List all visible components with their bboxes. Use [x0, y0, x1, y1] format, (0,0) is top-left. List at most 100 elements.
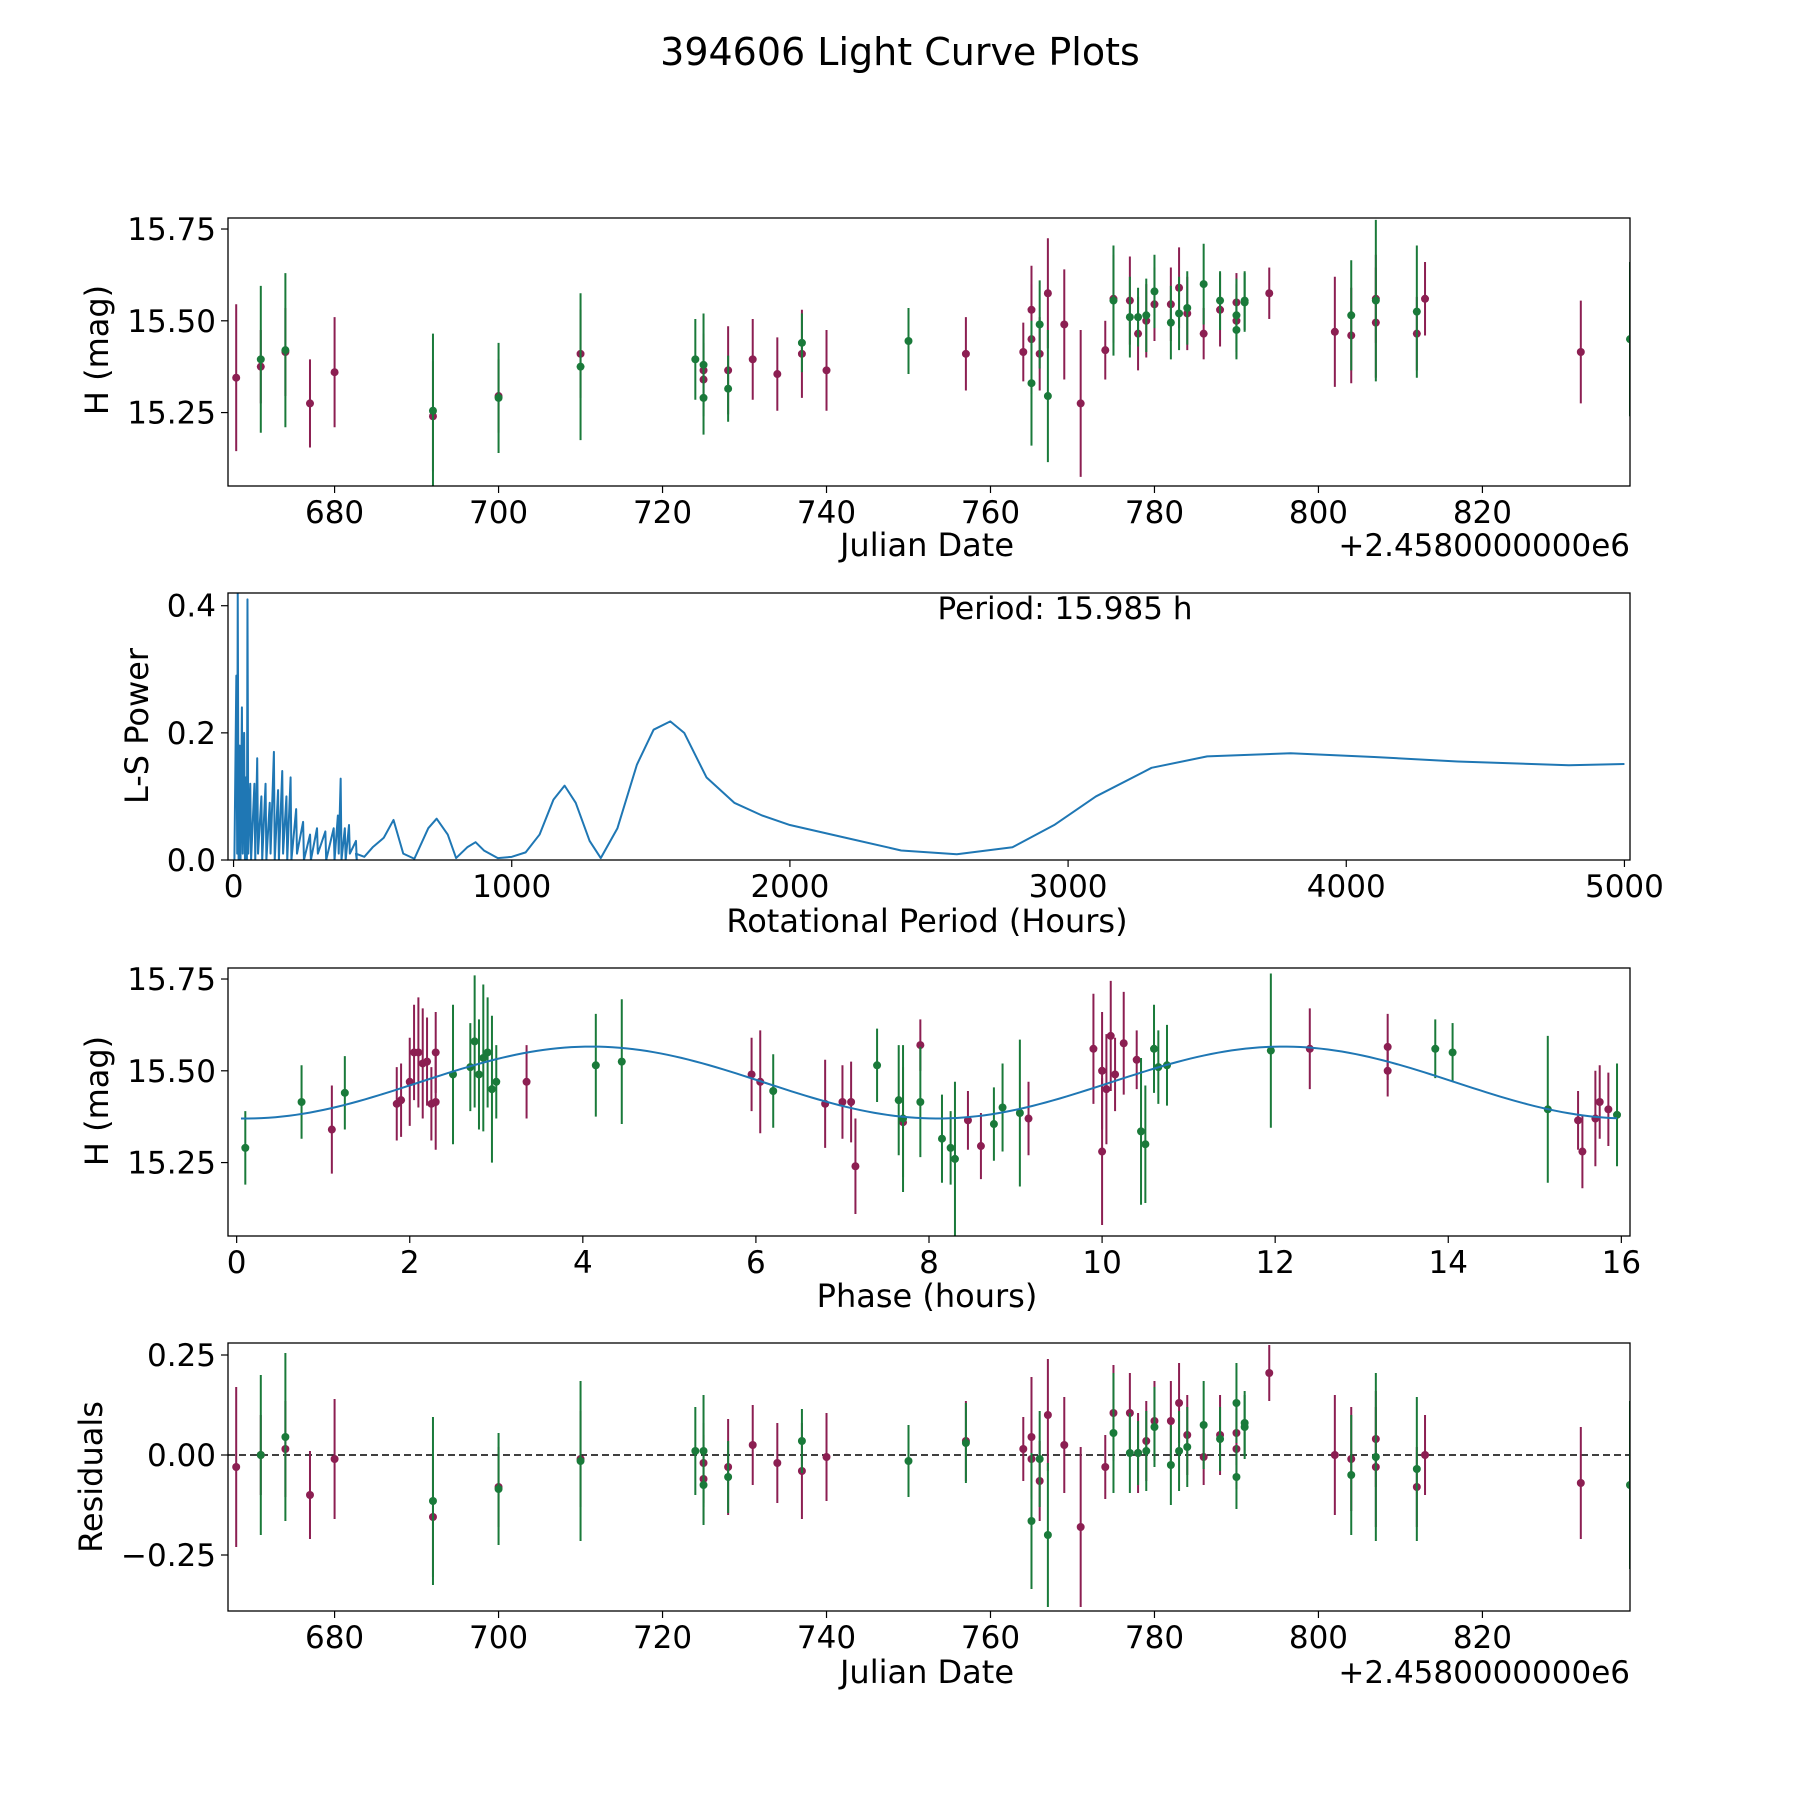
red-data-point [976, 1142, 985, 1151]
red-data-point [961, 349, 970, 358]
red-data-point [1111, 1070, 1120, 1079]
green-data-point [769, 1086, 778, 1095]
green-data-point [1035, 320, 1044, 329]
green-data-point [494, 393, 503, 402]
red-data-point [330, 368, 339, 377]
green-data-point [1240, 298, 1249, 307]
green-data-point [1431, 1044, 1440, 1053]
green-data-point [1232, 1399, 1241, 1407]
green-data-point [1232, 311, 1241, 320]
green-data-point [492, 1077, 501, 1086]
red-data-point [1595, 1098, 1604, 1106]
green-data-point [1141, 1140, 1150, 1149]
red-data-point [330, 1455, 339, 1463]
red-data-point [1106, 1031, 1115, 1040]
phased-ytick-label: 15.75 [127, 962, 216, 998]
phased-xtick-label: 12 [1255, 1245, 1294, 1281]
residuals-offset-text: +2.4580000000e6 [1338, 1655, 1630, 1691]
lightcurve-ylabel: H (mag) [78, 285, 116, 415]
lightcurve-xtick-label: 720 [633, 495, 692, 531]
red-data-point [1019, 1445, 1028, 1453]
red-data-point [1101, 1463, 1110, 1471]
green-data-point [1125, 313, 1134, 322]
red-data-point [397, 1096, 406, 1105]
model-fit-curve [240, 1045, 1618, 1120]
lightcurve-panel: Julian Date H (mag) +2.4580000000e6 680 7… [78, 212, 1631, 564]
green-data-point [1412, 1465, 1421, 1473]
residuals-plot-area [228, 1345, 1630, 1607]
green-data-point [479, 1053, 488, 1062]
periodogram-xtick-label: 1000 [472, 869, 551, 905]
periodogram-ytick-label: 0.2 [167, 716, 216, 752]
red-data-point [1576, 348, 1585, 356]
figure-title: 394606 Light Curve Plots [660, 30, 1140, 74]
green-data-point [937, 1134, 946, 1143]
red-data-point [305, 399, 314, 408]
green-data-point [297, 1098, 306, 1106]
green-data-point [1266, 1046, 1275, 1055]
residuals-xtick-label: 780 [1125, 1620, 1184, 1656]
red-data-point [1089, 1044, 1098, 1053]
red-data-point [1043, 289, 1052, 298]
green-data-point [1043, 1531, 1052, 1539]
green-data-point [691, 355, 700, 364]
lightcurve-xtick-label: 760 [961, 495, 1020, 531]
green-data-point [1137, 1127, 1146, 1136]
green-data-point [1175, 309, 1184, 318]
red-data-point [1199, 329, 1208, 338]
residuals-panel: Julian Date Residuals +2.4580000000e6 68… [72, 1338, 1631, 1691]
red-data-point [232, 1463, 241, 1471]
green-data-point [1125, 1449, 1134, 1457]
lightcurve-plot-area [232, 219, 1630, 486]
green-data-point [961, 1439, 970, 1447]
residuals-axes-frame [227, 1342, 1631, 1612]
green-data-point [1043, 392, 1052, 401]
red-data-point [847, 1098, 856, 1106]
green-data-point [946, 1143, 955, 1152]
periodogram-panel: Rotational Period (Hours) L-S Power Peri… [118, 589, 1664, 940]
red-data-point [1119, 1039, 1128, 1048]
green-data-point [428, 406, 437, 415]
red-data-point [431, 1048, 440, 1057]
periodogram-ytick-label: 0.4 [167, 589, 216, 625]
green-data-point [1199, 280, 1208, 289]
green-data-point [1134, 1449, 1143, 1457]
periodogram-xtick-label: 2000 [750, 869, 829, 905]
green-data-point [1626, 335, 1630, 344]
green-data-point [1134, 313, 1143, 322]
green-data-point [1232, 1473, 1241, 1481]
green-data-point [894, 1096, 903, 1105]
red-data-point [1265, 289, 1274, 298]
lightcurve-ytick-label: 15.25 [127, 396, 216, 432]
phased-ytick-label: 15.50 [127, 1054, 216, 1090]
residuals-xtick-label: 700 [469, 1620, 528, 1656]
phased-xtick-label: 14 [1429, 1245, 1468, 1281]
green-data-point [1175, 1447, 1184, 1455]
lightcurve-ytick-label: 15.75 [127, 212, 216, 248]
red-data-point [1330, 1451, 1339, 1459]
green-data-point [1183, 1443, 1192, 1451]
red-data-point [851, 1162, 860, 1171]
lightcurve-xtick-label: 700 [469, 495, 528, 531]
green-data-point [428, 1497, 437, 1505]
phased-ylabel: H (mag) [78, 1036, 116, 1166]
red-data-point [1043, 1411, 1052, 1419]
phased-xtick-label: 16 [1602, 1245, 1641, 1281]
red-data-point [1060, 320, 1069, 329]
green-data-point [797, 1437, 806, 1445]
green-data-point [256, 1451, 265, 1459]
green-data-point [989, 1120, 998, 1129]
phased-ytick-label: 15.25 [127, 1146, 216, 1182]
red-data-point [431, 1098, 440, 1106]
green-data-point [1347, 1471, 1356, 1479]
phased-xtick-label: 10 [1082, 1245, 1121, 1281]
green-data-point [470, 1037, 479, 1046]
periodogram-xtick-label: 3000 [1029, 869, 1108, 905]
residuals-ytick-label: 0.25 [147, 1338, 216, 1374]
green-data-point [699, 393, 708, 402]
periodogram-line [233, 593, 1625, 860]
phased-axes-frame [227, 967, 1631, 1237]
red-data-point [305, 1491, 314, 1499]
phased-xtick-label: 8 [919, 1245, 939, 1281]
